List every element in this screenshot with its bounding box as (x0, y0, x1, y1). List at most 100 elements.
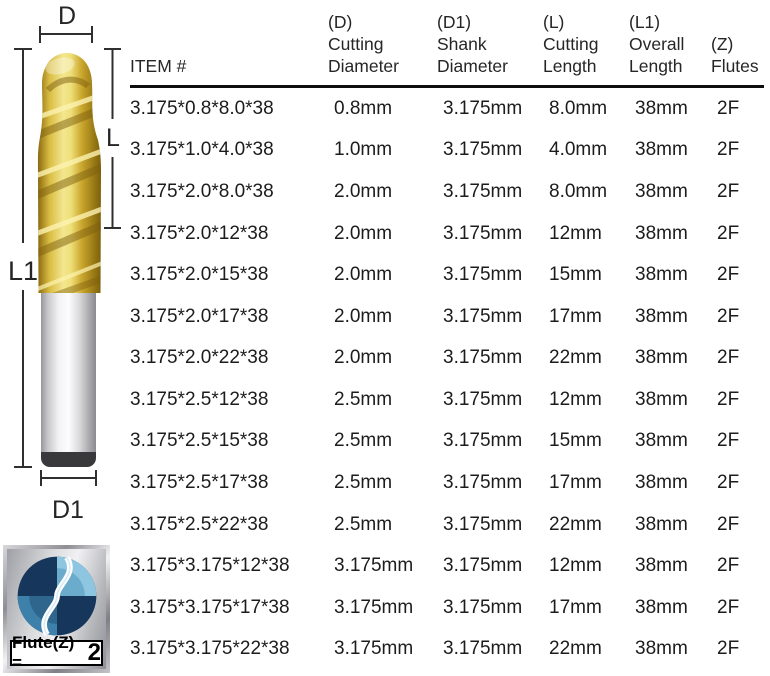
cell-cutting-length: 8.0mm (549, 97, 608, 119)
dimension-line-l1 (14, 48, 32, 468)
cell-item-number: 3.175*2.5*15*38 (130, 430, 269, 452)
cell-overall-length: 38mm (635, 596, 688, 618)
cell-flutes: 2F (717, 513, 740, 535)
cell-flutes: 2F (717, 430, 740, 452)
flute-count-text: Flute(Z) = (12, 633, 75, 672)
cell-item-number: 3.175*0.8*8.0*38 (130, 97, 274, 119)
cell-shank-diameter: 3.175mm (443, 97, 523, 119)
cell-shank-diameter: 3.175mm (443, 222, 523, 244)
cell-shank-diameter: 3.175mm (443, 264, 523, 286)
cell-shank-diameter: 3.175mm (443, 305, 523, 327)
cell-cutting-diameter: 1.0mm (334, 139, 393, 161)
table-row: 3.175*2.5*12*38 2.5mm 3.175mm 12mm 38mm … (130, 379, 764, 421)
cell-flutes: 2F (717, 471, 740, 493)
cell-shank-diameter: 3.175mm (443, 430, 523, 452)
dim-label-d1: D1 (52, 496, 84, 524)
cell-shank-diameter: 3.175mm (443, 638, 523, 660)
cell-cutting-diameter: 3.175mm (334, 555, 414, 577)
cell-flutes: 2F (717, 388, 740, 410)
cell-cutting-length: 22mm (549, 513, 602, 535)
cell-cutting-length: 12mm (549, 555, 602, 577)
table-row: 3.175*2.0*15*38 2.0mm 3.175mm 15mm 38mm … (130, 254, 764, 296)
endmill-illustration: D L1 L D1 (8, 2, 121, 524)
column-header-item: ITEM # (130, 56, 187, 76)
column-header-overall-length: (L1) Overall Length (629, 12, 685, 76)
table-row: 3.175*0.8*8.0*38 0.8mm 3.175mm 8.0mm 38m… (130, 88, 764, 130)
cell-shank-diameter: 3.175mm (443, 555, 523, 577)
brand-badge: Flute(Z) = 2 (3, 545, 110, 673)
cell-overall-length: 38mm (635, 430, 688, 452)
table-row: 3.175*3.175*12*38 3.175mm 3.175mm 12mm 3… (130, 545, 764, 587)
cell-shank-diameter: 3.175mm (443, 513, 523, 535)
cell-item-number: 3.175*2.0*12*38 (130, 222, 269, 244)
cell-cutting-length: 15mm (549, 430, 602, 452)
cell-cutting-diameter: 2.0mm (334, 264, 393, 286)
cell-shank-diameter: 3.175mm (443, 471, 523, 493)
cell-cutting-diameter: 2.0mm (334, 347, 393, 369)
dim-label-l1: L1 (8, 256, 38, 286)
cell-item-number: 3.175*2.0*17*38 (130, 305, 269, 327)
table-row: 3.175*1.0*4.0*38 1.0mm 3.175mm 4.0mm 38m… (130, 130, 764, 172)
cell-item-number: 3.175*2.0*8.0*38 (130, 180, 274, 202)
table-row: 3.175*2.0*22*38 2.0mm 3.175mm 22mm 38mm … (130, 337, 764, 379)
table-header-row: ITEM # (D) Cutting Diameter (D1) Shank D… (130, 0, 764, 88)
column-header-flutes: (Z) Flutes (711, 34, 759, 76)
cell-overall-length: 38mm (635, 139, 688, 161)
cell-cutting-diameter: 3.175mm (334, 638, 414, 660)
cell-cutting-diameter: 2.5mm (334, 471, 393, 493)
table-row: 3.175*2.5*22*38 2.5mm 3.175mm 22mm 38mm … (130, 504, 764, 546)
cell-cutting-diameter: 2.0mm (334, 305, 393, 327)
cell-item-number: 3.175*2.5*17*38 (130, 471, 269, 493)
cell-cutting-length: 22mm (549, 347, 602, 369)
badge-background: Flute(Z) = 2 (7, 549, 106, 672)
cell-cutting-diameter: 0.8mm (334, 97, 393, 119)
cell-cutting-length: 22mm (549, 638, 602, 660)
cell-flutes: 2F (717, 264, 740, 286)
cell-item-number: 3.175*2.5*12*38 (130, 388, 269, 410)
cell-cutting-length: 12mm (549, 388, 602, 410)
cell-overall-length: 38mm (635, 513, 688, 535)
table-row: 3.175*2.0*8.0*38 2.0mm 3.175mm 8.0mm 38m… (130, 171, 764, 213)
cell-flutes: 2F (717, 139, 740, 161)
table-row: 3.175*3.175*17*38 3.175mm 3.175mm 17mm 3… (130, 587, 764, 629)
cell-cutting-diameter: 2.0mm (334, 222, 393, 244)
cell-overall-length: 38mm (635, 97, 688, 119)
cell-overall-length: 38mm (635, 388, 688, 410)
cell-overall-length: 38mm (635, 638, 688, 660)
dim-label-l: L (106, 124, 120, 152)
cell-item-number: 3.175*2.5*22*38 (130, 513, 269, 535)
dimension-line-l (104, 48, 121, 229)
table-body: 3.175*0.8*8.0*38 0.8mm 3.175mm 8.0mm 38m… (130, 88, 764, 670)
spec-table: ITEM # (D) Cutting Diameter (D1) Shank D… (130, 0, 764, 676)
cell-cutting-length: 4.0mm (549, 139, 608, 161)
cell-flutes: 2F (717, 305, 740, 327)
cell-overall-length: 38mm (635, 264, 688, 286)
cell-overall-length: 38mm (635, 347, 688, 369)
cell-item-number: 3.175*3.175*17*38 (130, 596, 290, 618)
cell-cutting-diameter: 2.0mm (334, 180, 393, 202)
cell-overall-length: 38mm (635, 471, 688, 493)
cell-shank-diameter: 3.175mm (443, 139, 523, 161)
flute-section (37, 53, 101, 293)
cell-flutes: 2F (717, 596, 740, 618)
cell-cutting-diameter: 2.5mm (334, 430, 393, 452)
cell-cutting-length: 17mm (549, 305, 602, 327)
cell-item-number: 3.175*2.0*22*38 (130, 347, 269, 369)
dimension-line-d1 (40, 470, 97, 486)
table-row: 3.175*2.0*12*38 2.0mm 3.175mm 12mm 38mm … (130, 213, 764, 255)
dim-label-d: D (58, 2, 76, 30)
cell-shank-diameter: 3.175mm (443, 596, 523, 618)
cell-shank-diameter: 3.175mm (443, 388, 523, 410)
cell-cutting-length: 15mm (549, 264, 602, 286)
cell-cutting-diameter: 2.5mm (334, 388, 393, 410)
cell-cutting-diameter: 2.5mm (334, 513, 393, 535)
table-row: 3.175*2.0*17*38 2.0mm 3.175mm 17mm 38mm … (130, 296, 764, 338)
cell-item-number: 3.175*2.0*15*38 (130, 264, 269, 286)
shank-section (41, 293, 96, 467)
cell-shank-diameter: 3.175mm (443, 180, 523, 202)
table-row: 3.175*2.5*15*38 2.5mm 3.175mm 15mm 38mm … (130, 421, 764, 463)
flute-count-label: Flute(Z) = 2 (10, 633, 103, 672)
two-flute-cross-section-icon (17, 555, 96, 637)
cell-overall-length: 38mm (635, 222, 688, 244)
